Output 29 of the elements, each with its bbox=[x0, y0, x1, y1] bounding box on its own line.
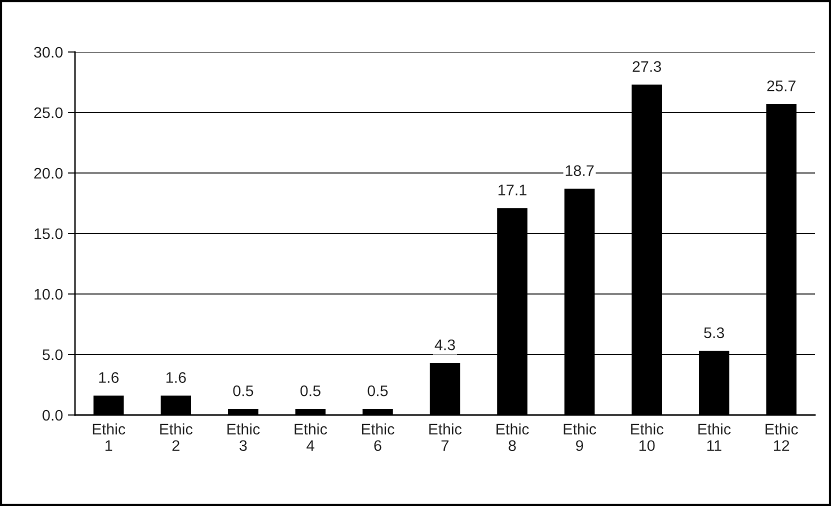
data-label: 4.3 bbox=[434, 339, 455, 350]
x-tick-label: Ethic 12 bbox=[766, 423, 798, 451]
data-label: 0.5 bbox=[233, 385, 254, 396]
x-tick-label: Ethic 3 bbox=[227, 423, 260, 452]
data-label: 0.5 bbox=[368, 385, 388, 396]
x-tick-label: Ethic 2 bbox=[160, 423, 192, 451]
y-tick-label: 0.0 bbox=[42, 410, 63, 421]
data-label: 0.5 bbox=[300, 385, 320, 396]
data-label: 18.7 bbox=[566, 165, 594, 176]
y-tick-label: 25.0 bbox=[34, 107, 63, 118]
data-label: 1.6 bbox=[99, 372, 119, 383]
x-tick-label: Ethic 11 bbox=[698, 423, 731, 451]
x-tick-label: Ethic 8 bbox=[496, 423, 529, 452]
y-tick-label: 5.0 bbox=[42, 349, 63, 360]
data-label: 17.1 bbox=[498, 184, 526, 196]
data-label: 1.6 bbox=[166, 372, 186, 383]
x-tick-label: Ethic 9 bbox=[564, 423, 596, 452]
data-label: 25.7 bbox=[767, 80, 796, 92]
y-tick-label: 15.0 bbox=[34, 228, 63, 240]
x-tick-label: Ethic 10 bbox=[631, 423, 664, 452]
data-label: 5.3 bbox=[704, 327, 724, 338]
y-tick-label: 10.0 bbox=[34, 288, 63, 300]
x-tick-label: Ethic 1 bbox=[92, 423, 126, 451]
x-tick-label: Ethic 6 bbox=[362, 423, 394, 452]
y-tick-label: 20.0 bbox=[34, 168, 63, 179]
y-tick-label: 30.0 bbox=[34, 46, 63, 58]
data-label: 27.3 bbox=[632, 61, 662, 72]
x-tick-label: Ethic 4 bbox=[294, 423, 328, 451]
x-tick-label: Ethic 7 bbox=[429, 423, 462, 451]
